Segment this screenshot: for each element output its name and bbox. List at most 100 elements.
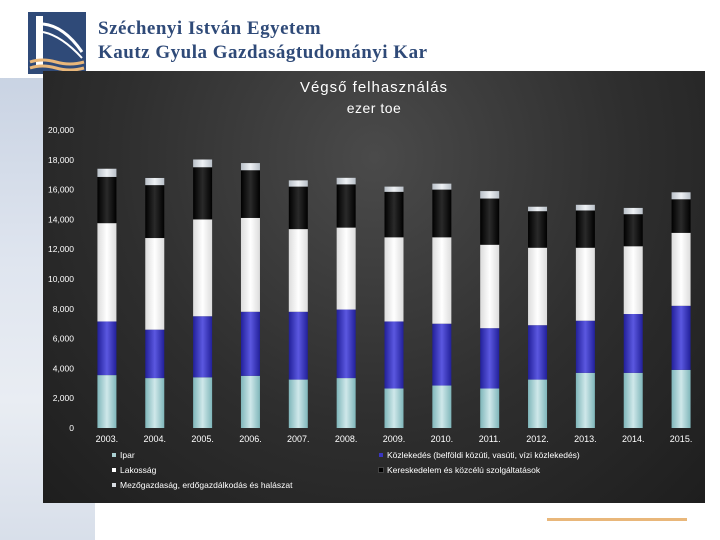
bar-segment-kereskedelem <box>97 176 117 224</box>
bar-segment-közlekedés <box>480 328 500 389</box>
bar-segment-mezőgazdaság <box>575 204 595 211</box>
legend-item: Mezőgazdaság, erdőgazdálkodás és halásza… <box>112 480 292 490</box>
bar-segment-kereskedelem <box>528 211 548 248</box>
bar-segment-ipar <box>384 388 404 428</box>
bar-segment-ipar <box>240 375 260 428</box>
legend-label: Lakosság <box>120 465 157 475</box>
bar-segment-közlekedés <box>288 311 308 380</box>
x-tick-label: 2008. <box>335 434 358 444</box>
bar-segment-mezőgazdaság <box>240 163 260 171</box>
chart-legend: Ipar Közlekedés (belföldi közúti, vasúti,… <box>112 450 652 500</box>
bar-segment-kereskedelem <box>480 198 500 245</box>
chart-title: Végső felhasználás <box>299 79 449 96</box>
bar-segment-mezőgazdaság <box>145 177 165 186</box>
bar-segment-közlekedés <box>623 314 643 373</box>
y-tick-label: 6,000 <box>53 334 75 344</box>
bar-segment-ipar <box>193 377 213 428</box>
bar-segment-közlekedés <box>575 320 595 373</box>
bar-segment-lakosság <box>336 227 356 310</box>
bar-segment-ipar <box>671 369 691 428</box>
y-tick-label: 18,000 <box>48 155 74 165</box>
bar-segment-közlekedés <box>193 316 213 378</box>
bar-segment-lakosság <box>480 244 500 329</box>
bar-segment-kereskedelem <box>193 167 213 220</box>
bar-segment-ipar <box>336 378 356 428</box>
chart-subtitle: ezer toe <box>346 100 402 116</box>
legend-label: Közlekedés (belföldi közúti, vasúti, víz… <box>387 450 580 460</box>
bar-segment-kereskedelem <box>336 184 356 228</box>
legend-item: Közlekedés (belföldi közúti, vasúti, víz… <box>379 450 580 460</box>
bar-segment-lakosság <box>240 217 260 312</box>
bar-segment-mezőgazdaság <box>480 191 500 199</box>
bar-segment-ipar <box>480 388 500 428</box>
bar-segment-ipar <box>575 372 595 428</box>
legend-item: Ipar <box>112 450 135 460</box>
x-tick-label: 2003. <box>96 434 119 444</box>
bar-segment-mezőgazdaság <box>97 168 117 177</box>
bar-segment-lakosság <box>145 238 165 330</box>
bar-segment-kereskedelem <box>432 189 452 238</box>
bar-segment-közlekedés <box>336 309 356 379</box>
x-tick-label: 2012. <box>526 434 549 444</box>
legend-swatch <box>112 483 116 487</box>
bridge-logo-icon <box>28 12 86 74</box>
bar-segment-lakosság <box>288 229 308 312</box>
y-tick-label: 16,000 <box>48 185 74 195</box>
bar-segment-mezőgazdaság <box>623 207 643 215</box>
bar-segment-mezőgazdaság <box>384 186 404 192</box>
x-tick-label: 2013. <box>574 434 597 444</box>
header: Széchenyi István Egyetem Kautz Gyula Gaz… <box>0 0 720 78</box>
bar-segment-kereskedelem <box>575 210 595 248</box>
bar-segment-kereskedelem <box>671 199 691 233</box>
legend-swatch <box>379 453 383 457</box>
x-tick-label: 2004. <box>144 434 167 444</box>
bar-segment-közlekedés <box>384 321 404 389</box>
y-tick-label: 12,000 <box>48 244 74 254</box>
bar-segment-lakosság <box>432 237 452 324</box>
x-tick-label: 2007. <box>287 434 310 444</box>
x-tick-label: 2015. <box>670 434 693 444</box>
x-tick-label: 2010. <box>431 434 454 444</box>
bar-segment-mezőgazdaság <box>193 159 213 168</box>
bar-segment-mezőgazdaság <box>528 206 548 212</box>
x-tick-label: 2014. <box>622 434 645 444</box>
bar-segment-lakosság <box>671 232 691 306</box>
bar-segment-kereskedelem <box>288 186 308 230</box>
y-tick-label: 10,000 <box>48 274 74 284</box>
chart-panel: Végső felhasználás ezer toe 0 2,000 4,000 6… <box>43 71 705 503</box>
y-tick-label: 14,000 <box>48 214 74 224</box>
legend-swatch <box>378 467 384 473</box>
bar-segment-közlekedés <box>432 323 452 386</box>
bar-segment-közlekedés <box>528 325 548 380</box>
bar-segment-közlekedés <box>145 329 165 379</box>
legend-item: Lakosság <box>112 465 156 475</box>
bar-segment-mezőgazdaság <box>288 180 308 187</box>
legend-swatch <box>112 468 116 472</box>
legend-label: Ipar <box>120 450 135 460</box>
x-tick-label: 2009. <box>383 434 406 444</box>
x-tick-label: 2006. <box>239 434 262 444</box>
university-name: Széchenyi István Egyetem <box>98 18 322 39</box>
bar-segment-kereskedelem <box>623 214 643 247</box>
y-tick-label: 4,000 <box>53 363 75 373</box>
bar-segment-lakosság <box>193 219 213 317</box>
bar-segment-kereskedelem <box>240 170 260 218</box>
bar-segment-közlekedés <box>240 311 260 376</box>
bar-segment-lakosság <box>575 247 595 321</box>
bar-segment-ipar <box>288 379 308 428</box>
y-tick-label: 0 <box>69 423 74 433</box>
bar-segment-közlekedés <box>671 305 691 370</box>
bar-segment-kereskedelem <box>384 191 404 238</box>
stacked-bar-chart: 0 2,000 4,000 6,000 8,000 10,000 12,000 14,000 1… <box>48 125 693 444</box>
legend-swatch <box>112 453 116 457</box>
faculty-name: Kautz Gyula Gazdaságtudományi Kar <box>98 42 428 63</box>
bar-segment-ipar <box>97 375 117 428</box>
bar-segment-kereskedelem <box>145 185 165 239</box>
bar-segment-ipar <box>623 372 643 428</box>
bar-segment-lakosság <box>384 237 404 322</box>
y-tick-label: 2,000 <box>53 393 75 403</box>
y-tick-label: 8,000 <box>53 304 75 314</box>
bar-segment-mezőgazdaság <box>336 177 356 185</box>
bar-segment-közlekedés <box>97 321 117 376</box>
bar-segment-ipar <box>528 379 548 428</box>
